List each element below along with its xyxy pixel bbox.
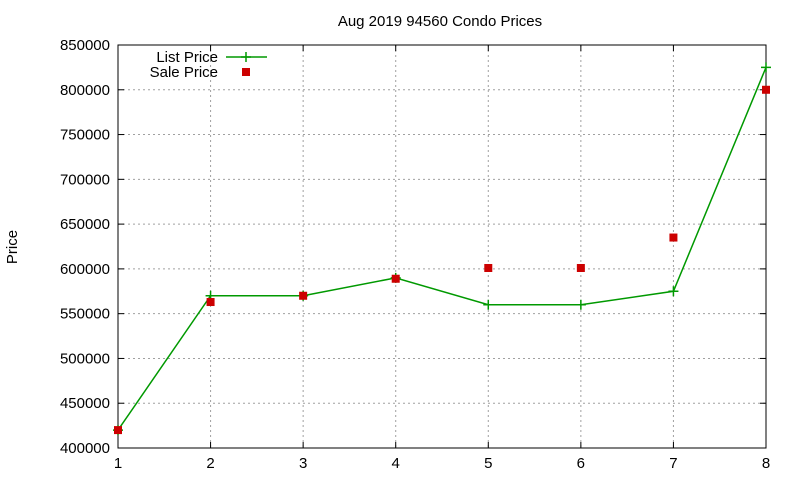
y-tick-label: 850000 <box>60 37 110 54</box>
x-tick-label: 2 <box>206 455 214 472</box>
legend-marker <box>241 52 251 62</box>
x-tick-label: 4 <box>392 455 400 472</box>
plot-frame <box>117 44 767 449</box>
chart-title: Aug 2019 94560 Condo Prices <box>338 13 542 30</box>
list-price-line <box>117 67 767 431</box>
sale-price-point <box>484 263 493 272</box>
y-tick-label: 550000 <box>60 306 110 323</box>
x-tick-label: 7 <box>669 455 677 472</box>
sale-price-point <box>299 291 308 300</box>
y-tick-label: 400000 <box>60 440 110 457</box>
legend-label: List Price <box>156 49 218 66</box>
sale-price-point <box>206 298 215 307</box>
y-tick-label: 800000 <box>60 82 110 99</box>
sale-price-point <box>669 233 678 242</box>
x-tick-label: 6 <box>577 455 585 472</box>
series <box>113 62 771 436</box>
sale-price-point <box>576 263 585 272</box>
x-tick-label: 1 <box>114 455 122 472</box>
legend-marker <box>242 68 250 76</box>
sale-price-point <box>762 85 770 94</box>
y-tick-label: 750000 <box>60 127 110 144</box>
y-tick-label: 600000 <box>60 261 110 278</box>
y-tick-label: 700000 <box>60 171 110 188</box>
x-tick-label: 5 <box>484 455 492 472</box>
list-price-point <box>575 299 586 310</box>
list-price-point <box>483 299 494 310</box>
list-price-point <box>668 286 679 297</box>
sale-price-point <box>114 426 122 435</box>
y-axis-label: Price <box>4 230 21 264</box>
sale-price-point <box>391 274 400 283</box>
y-tick-label: 500000 <box>60 350 110 367</box>
legend-label: Sale Price <box>150 64 218 81</box>
list-price-point <box>761 62 771 73</box>
y-tick-label: 650000 <box>60 216 110 233</box>
y-tick-label: 450000 <box>60 395 110 412</box>
axis-ticks: 400000 450000 500000 550000 600000 650000 7000… <box>60 37 770 472</box>
x-tick-label: 8 <box>762 455 770 472</box>
grid <box>118 45 766 448</box>
x-tick-label: 3 <box>299 455 307 472</box>
